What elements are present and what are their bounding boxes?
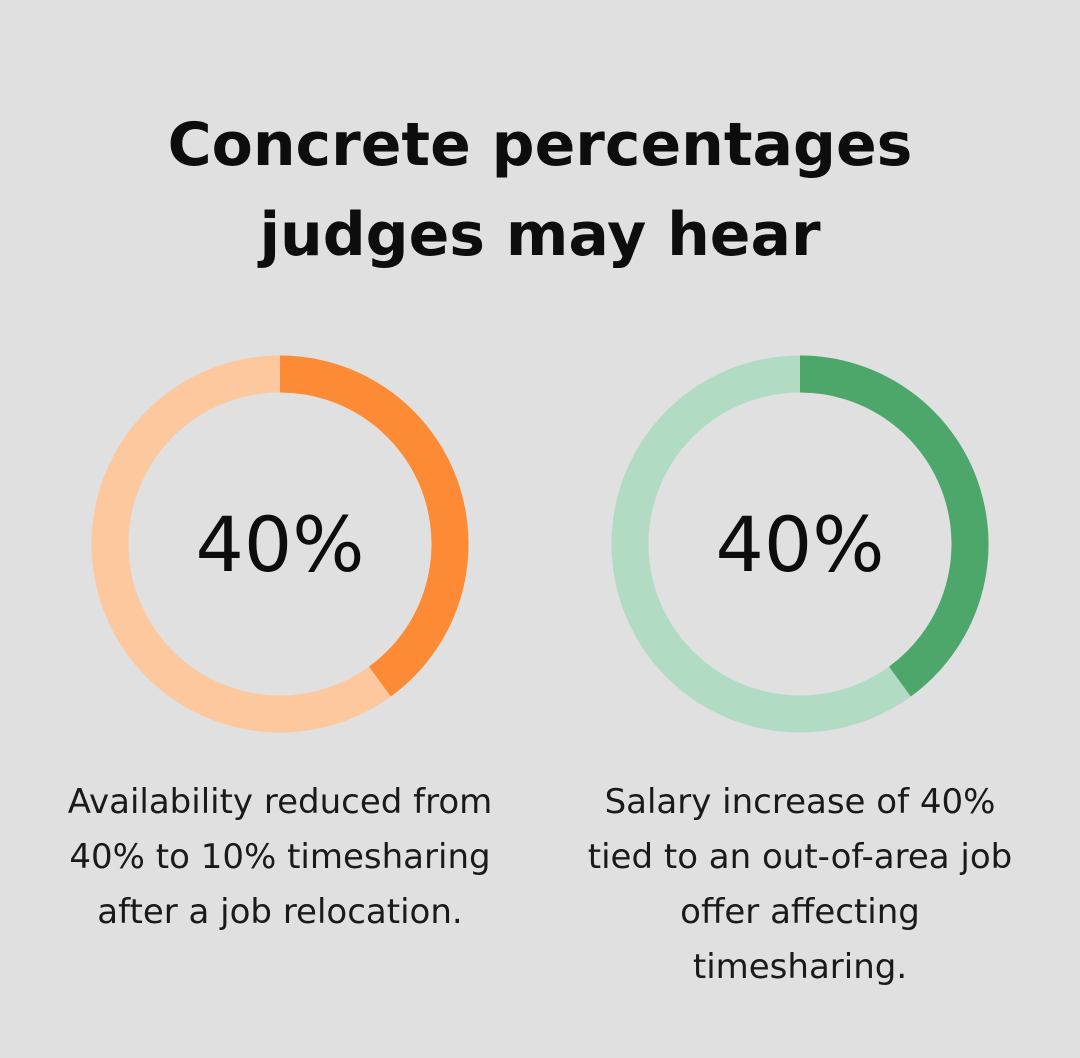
caption-line: after a job relocation.	[97, 892, 463, 932]
caption-salary: Salary increase of 40% tied to an out-of…	[565, 775, 1035, 995]
caption-line: offer affecting	[680, 892, 920, 932]
caption-line: Availability reduced from	[67, 782, 493, 822]
title-line-2: judges may hear	[259, 200, 821, 270]
donut-chart-salary: 40%	[611, 355, 989, 733]
caption-line: 40% to 10% timesharing	[69, 837, 491, 877]
donut-value-arc	[279, 355, 469, 697]
donut-svg-salary	[611, 355, 989, 733]
caption-line: Salary increase of 40%	[604, 782, 996, 822]
donut-chart-availability: 40%	[91, 355, 469, 733]
donut-value-arc	[799, 355, 989, 697]
donut-value-label: 40%	[195, 499, 365, 589]
page-title: Concrete percentages judges may hear	[0, 100, 1080, 280]
caption-line: timesharing.	[692, 947, 908, 987]
caption-line: tied to an out-of-area job	[587, 837, 1013, 877]
donut-svg-availability	[91, 355, 469, 733]
title-line-1: Concrete percentages	[167, 110, 913, 180]
caption-availability: Availability reduced from 40% to 10% tim…	[45, 775, 515, 940]
donut-value-label: 40%	[715, 499, 885, 589]
